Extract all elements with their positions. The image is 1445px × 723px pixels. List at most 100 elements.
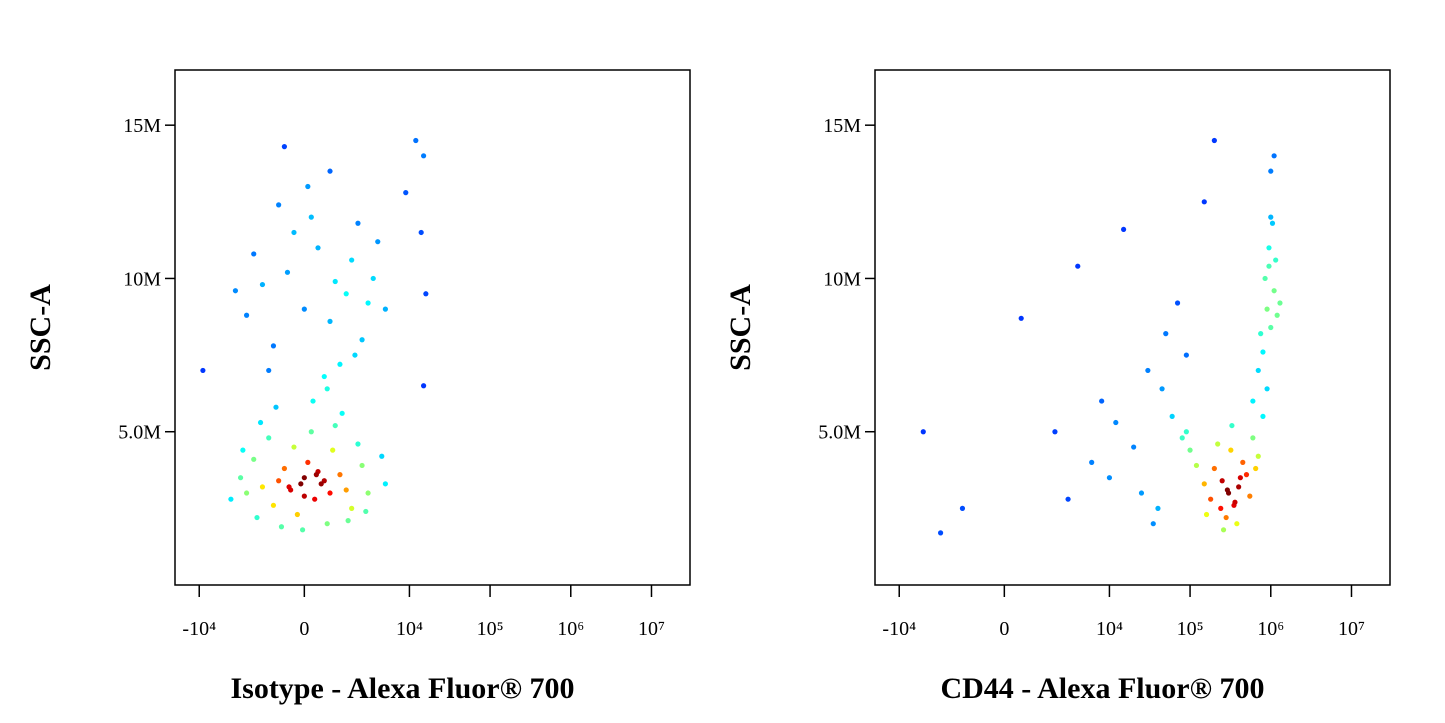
event-dot [305,459,311,465]
event-dot [1266,263,1272,269]
event-dot [1268,168,1274,174]
event-dot [308,214,314,220]
event-dot [343,291,349,297]
event-dot [1099,398,1105,404]
event-dot [959,505,966,511]
event-dot [363,508,369,515]
event-dot [327,318,333,324]
event-dot [313,472,319,478]
x-axis-label: CD44 - Alexa Fluor® 700 [940,672,1264,705]
event-dot [1223,514,1229,521]
event-dot [324,386,330,392]
y-axis-label: SSC-A [724,284,757,371]
y-tick-label: 10M [123,268,161,290]
event-dot [1075,263,1081,269]
x-tick-label: 10⁵ [477,618,504,640]
event-dot [301,306,307,312]
event-dot [1145,367,1151,374]
event-dot [370,275,376,282]
event-dot [1150,521,1156,527]
event-dot [228,496,234,502]
event-dot [305,183,311,190]
event-dot [1237,475,1243,481]
event-dot [301,475,307,481]
event-dot [273,404,279,410]
event-dot [359,462,365,469]
event-dot [1260,413,1266,419]
event-dot [1271,153,1277,159]
event-dot [359,337,365,343]
event-dot [1269,220,1276,226]
event-dot [294,511,300,518]
x-tick-label: 0 [999,618,1009,640]
event-dot [1169,413,1175,419]
event-dot [382,481,388,487]
event-dot [1219,478,1225,484]
plot: -10⁴ 0 10⁴ 10⁵ 10⁶ 10⁷ 5.0M 10M 15M Isotype - Ale… [24,69,691,705]
event-dot [240,447,246,453]
event-dot [1271,288,1277,294]
x-tick-label: 10⁴ [396,618,423,640]
event-dot [321,373,327,380]
event-dot [1225,490,1232,496]
event-dot [318,481,324,487]
event-dot [1234,521,1240,527]
event-dot [281,465,287,472]
event-dot [1229,422,1235,429]
plot-frame [874,69,1391,586]
event-dot [355,441,361,447]
event-dot [1268,214,1274,220]
event-dot [1179,435,1185,441]
event-dot [327,168,333,174]
event-dot [266,367,272,374]
event-dot [232,288,239,294]
event-dot [1183,429,1189,435]
event-dot [1106,475,1113,481]
x-tick-label: 10⁷ [1338,618,1365,640]
event-dot [324,521,330,527]
event-dot [339,410,345,416]
event-dot [1183,352,1189,358]
event-dot [343,487,349,493]
event-dot [1113,419,1119,426]
event-dot [1236,484,1242,490]
event-dot [259,281,266,288]
y-tick-label: 15M [823,115,861,137]
plot-frame [174,69,691,586]
x-tick-label: -10⁴ [182,618,216,640]
event-dot [1266,245,1272,251]
event-dot [1255,453,1261,459]
x-tick-label: 10⁵ [1177,618,1204,640]
event-dot [1174,300,1181,306]
event-dot [327,490,333,496]
event-dot [243,312,250,318]
event-dot [1247,493,1253,499]
event-dot [345,518,351,524]
event-dot [291,229,297,236]
event-dot [337,361,343,367]
event-dot [1228,447,1234,453]
event-dot [270,502,277,508]
event-dot [349,505,355,511]
event-dot [1052,429,1058,435]
event-dot [1240,459,1246,465]
event-dot [278,524,285,530]
y-tick-label: 5.0M [118,422,161,444]
event-dot [243,490,250,496]
event-dot [281,144,287,150]
event-dot [1250,398,1256,404]
event-dot [291,444,297,450]
event-dot [1163,331,1169,337]
event-dot [1220,527,1227,533]
event-dot [1260,349,1266,355]
event-dot [403,190,409,196]
event-dot [259,484,266,490]
y-tick-label: 5.0M [818,422,861,444]
event-dot [270,343,277,349]
event-dot [1159,386,1165,392]
y-tick-label: 10M [823,268,861,290]
event-dot [1232,499,1238,505]
event-dot [1211,465,1217,472]
event-dot [365,300,371,306]
